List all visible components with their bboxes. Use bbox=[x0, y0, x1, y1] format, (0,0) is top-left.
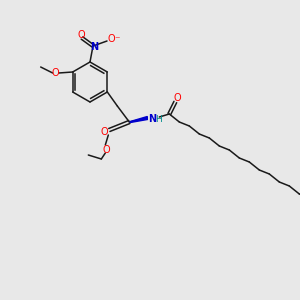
Text: H: H bbox=[155, 115, 162, 124]
Text: N: N bbox=[90, 43, 98, 52]
Text: O: O bbox=[173, 93, 181, 103]
Text: O: O bbox=[100, 127, 108, 137]
Text: O: O bbox=[103, 145, 110, 155]
Polygon shape bbox=[130, 116, 147, 122]
Text: O: O bbox=[107, 34, 115, 44]
Text: N: N bbox=[148, 113, 156, 124]
Text: O: O bbox=[52, 68, 59, 78]
Text: O: O bbox=[77, 30, 85, 40]
Text: ⁻: ⁻ bbox=[114, 35, 120, 45]
